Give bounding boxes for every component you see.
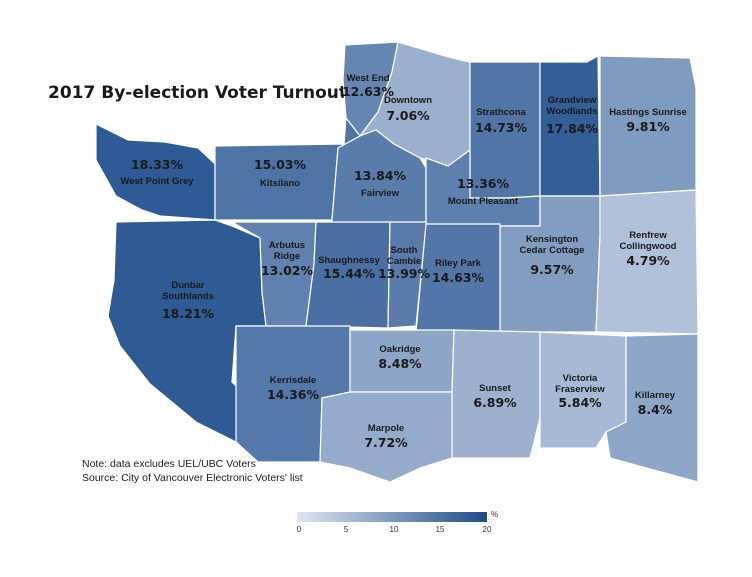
- label-value-west-point-grey: 18.33%: [131, 157, 184, 172]
- label-name-dunbar-southlands: Dunbar: [171, 280, 205, 291]
- label-name-kensington-cedar-cottage: Cedar Cottage: [520, 245, 585, 256]
- label-name-west-end: West End: [346, 73, 389, 84]
- label-name-kerrisdale: Kerrisdale: [270, 375, 316, 386]
- label-value-hastings-sunrise: 9.81%: [626, 119, 670, 134]
- map-title: 2017 By-election Voter Turnout: [48, 83, 348, 103]
- region-renfrew-collingwood: [595, 189, 699, 335]
- label-name-riley-park: Riley Park: [435, 258, 482, 269]
- label-value-downtown: 7.06%: [386, 108, 430, 123]
- region-killarney: [605, 333, 699, 483]
- label-value-victoria-fraserview: 5.84%: [558, 395, 602, 410]
- label-name-renfrew-collingwood: Renfrew: [629, 230, 667, 241]
- note-source: Source: City of Vancouver Electronic Vot…: [82, 472, 303, 484]
- label-value-arbutus-ridge: 13.02%: [261, 263, 314, 278]
- region-hastings-sunrise: [599, 55, 697, 197]
- label-name-strathcona: Strathcona: [476, 107, 526, 118]
- legend-unit: %: [491, 510, 499, 519]
- legend-tick: 15: [435, 525, 445, 534]
- label-value-killarney: 8.4%: [638, 402, 673, 417]
- label-value-shaughnessy: 15.44%: [323, 266, 376, 281]
- label-name-kensington-cedar-cottage: Kensington: [526, 234, 578, 245]
- label-name-south-cambie: Cambie: [387, 256, 421, 267]
- label-name-oakridge: Oakridge: [379, 344, 420, 355]
- label-value-marpole: 7.72%: [364, 435, 408, 450]
- label-value-mount-pleasant: 13.36%: [457, 176, 510, 191]
- label-name-south-cambie: South: [391, 245, 418, 256]
- label-name-hastings-sunrise: Hastings Sunrise: [609, 107, 687, 118]
- label-name-sunset: Sunset: [479, 383, 512, 394]
- label-value-dunbar-southlands: 18.21%: [162, 306, 215, 321]
- label-value-grandview-woodlands: 17.84%: [546, 121, 599, 136]
- label-name-grandview-woodlands: Woodlands: [546, 106, 597, 117]
- label-value-kensington-cedar-cottage: 9.57%: [530, 262, 574, 277]
- label-name-victoria-fraserview: Victoria: [563, 373, 598, 384]
- label-name-dunbar-southlands: Southlands: [162, 291, 214, 302]
- label-name-killarney: Killarney: [635, 390, 676, 401]
- region-marpole: [319, 391, 453, 483]
- label-name-renfrew-collingwood: Collingwood: [620, 241, 677, 252]
- label-value-riley-park: 14.63%: [432, 270, 485, 285]
- label-value-renfrew-collingwood: 4.79%: [626, 253, 670, 268]
- legend-tick: 0: [296, 525, 302, 534]
- note-exclusion: Note: data excludes UEL/UBC Voters: [82, 458, 256, 470]
- label-name-west-point-grey: West Point Grey: [120, 176, 194, 187]
- region-grandview-woodlands: [539, 55, 601, 197]
- label-name-marpole: Marpole: [368, 423, 404, 434]
- legend-tick: 20: [482, 525, 492, 534]
- legend-gradient-bar: [297, 512, 487, 522]
- label-value-fairview: 13.84%: [354, 168, 407, 183]
- label-value-west-end: 12.63%: [342, 84, 395, 99]
- label-name-mount-pleasant: Mount Pleasant: [448, 196, 519, 207]
- label-name-fairview: Fairview: [361, 188, 400, 199]
- label-value-oakridge: 8.48%: [378, 356, 422, 371]
- label-name-downtown: Downtown: [384, 95, 432, 106]
- label-name-shaughnessy: Shaughnessy: [318, 255, 380, 266]
- label-name-kitsilano: Kitsilano: [260, 178, 300, 189]
- label-name-arbutus-ridge: Arbutus: [269, 240, 305, 251]
- region-sunset: [451, 329, 541, 459]
- legend-tick: 10: [389, 525, 399, 534]
- label-value-strathcona: 14.73%: [475, 120, 528, 135]
- label-value-kerrisdale: 14.36%: [267, 387, 320, 402]
- region-west-point-grey: [95, 123, 216, 221]
- neighbourhood-shapes: [95, 41, 699, 483]
- label-name-grandview-woodlands: Grandview: [548, 95, 597, 106]
- label-value-sunset: 6.89%: [473, 395, 517, 410]
- label-name-victoria-fraserview: Fraserview: [555, 384, 605, 395]
- label-value-south-cambie: 13.99%: [378, 266, 431, 281]
- label-name-arbutus-ridge: Ridge: [274, 251, 300, 262]
- color-legend: % 0 5 10 15 20: [296, 510, 499, 542]
- legend-tick: 5: [343, 525, 349, 534]
- label-value-kitsilano: 15.03%: [254, 157, 307, 172]
